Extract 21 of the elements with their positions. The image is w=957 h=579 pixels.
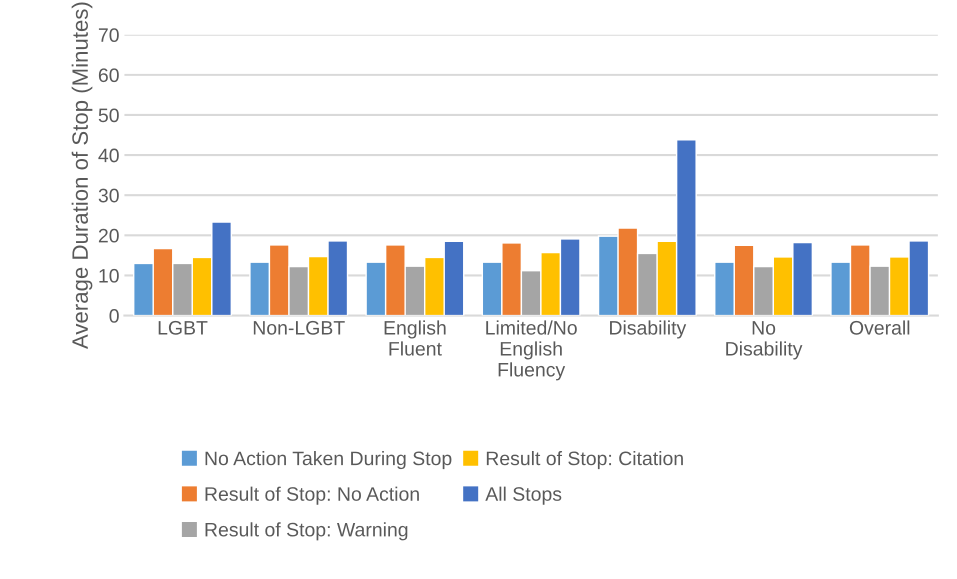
legend-label: No Action Taken During Stop xyxy=(206,450,452,470)
legend-label: Result of Stop: Citation xyxy=(486,450,683,470)
legend-label: Result of Stop: No Action xyxy=(206,486,419,505)
y-tick-label: 40 xyxy=(98,148,119,162)
y-tick-label: 10 xyxy=(99,268,119,283)
y-tick-label: 60 xyxy=(98,68,119,82)
y-tick-label: 0 xyxy=(109,309,119,323)
x-tick-label: Limited/No English Fluency xyxy=(486,320,577,380)
y-axis-title: Average Duration of Stop (Minutes) xyxy=(72,2,92,350)
y-tick-label: 20 xyxy=(98,228,119,243)
legend-label: Result of Stop: Warning xyxy=(206,522,408,540)
legend-label: All Stops xyxy=(485,486,562,505)
x-tick-label: English Fluent xyxy=(384,320,446,356)
y-tick-label: 70 xyxy=(98,28,119,42)
x-tick-label: Disability xyxy=(610,320,686,339)
x-tick-label: Overall xyxy=(850,320,910,335)
y-tick-label: 50 xyxy=(98,108,119,122)
x-tick-label: No Disability xyxy=(726,321,802,360)
x-tick-label: LGBT xyxy=(158,320,208,335)
x-tick-label: Non-LGBT xyxy=(254,320,345,335)
y-tick-label: 30 xyxy=(98,188,119,202)
